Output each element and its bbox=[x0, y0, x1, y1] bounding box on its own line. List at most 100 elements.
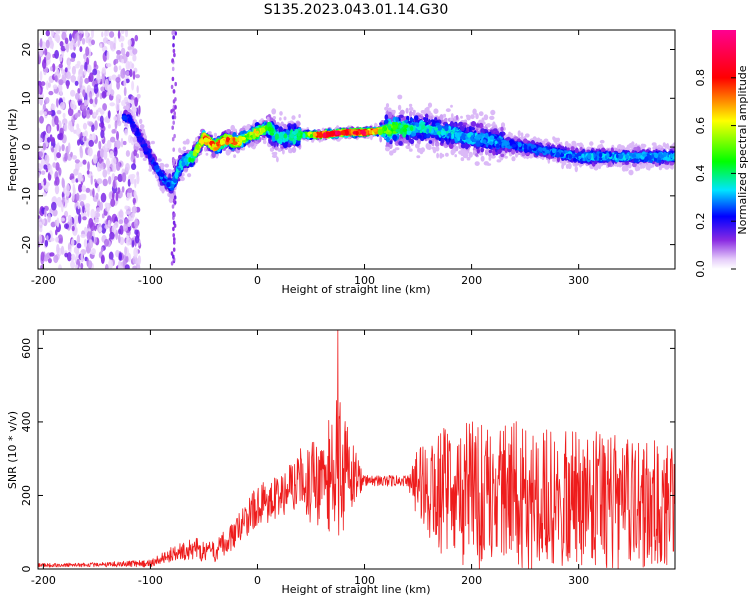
spectrogram-speckle bbox=[51, 201, 57, 211]
spectrogram-speckle bbox=[79, 76, 83, 86]
spectrogram-speckle bbox=[109, 150, 115, 159]
spectrogram-speckle bbox=[120, 30, 125, 35]
spectrogram-speckle bbox=[172, 247, 176, 252]
spectrogram-speckle bbox=[127, 46, 132, 51]
spectrogram-speckle bbox=[83, 238, 88, 248]
spectrogram-speckle bbox=[172, 233, 175, 238]
spectrogram-speckle bbox=[61, 69, 66, 75]
spectrogram-cell bbox=[442, 113, 447, 118]
spectrogram-cell bbox=[444, 117, 448, 122]
spectrogram-cell bbox=[640, 143, 644, 147]
spectrogram-cell bbox=[651, 142, 657, 147]
spectrogram-speckle bbox=[87, 260, 93, 269]
spectrogram-cell bbox=[472, 108, 477, 115]
spectrogram-speckle bbox=[40, 81, 46, 87]
spectrogram-cell bbox=[266, 116, 270, 122]
spectrogram-speckle bbox=[95, 109, 99, 116]
spectrogram-cell bbox=[405, 107, 409, 114]
spectrogram-speckle bbox=[136, 174, 140, 185]
spectrogram-cell bbox=[250, 140, 255, 147]
spectrogram-speckle bbox=[111, 157, 117, 166]
spectrogram-speckle bbox=[54, 49, 59, 59]
spectrogram-speckle bbox=[70, 75, 76, 83]
spectrogram-speckle bbox=[52, 209, 58, 217]
spectrogram-speckle bbox=[42, 192, 47, 197]
spectrogram-cell bbox=[428, 140, 433, 144]
spectrogram-speckle bbox=[134, 218, 139, 229]
spectrogram-speckle bbox=[69, 33, 72, 42]
spectrogram-speckle bbox=[106, 91, 110, 97]
spectrogram-speckle bbox=[61, 31, 67, 41]
spectrogram-cell bbox=[139, 124, 145, 129]
spectrogram-speckle bbox=[43, 164, 48, 170]
spectrogram-speckle bbox=[44, 255, 49, 262]
spectrogram-cell bbox=[669, 162, 674, 166]
spectrogram-speckle bbox=[125, 236, 132, 246]
spectrogram-speckle bbox=[69, 42, 74, 50]
spectrogram-speckle bbox=[104, 238, 109, 247]
spectrogram-speckle bbox=[101, 73, 105, 84]
spectrogram-speckle bbox=[110, 136, 116, 143]
spectrogram-cell bbox=[411, 112, 415, 115]
spectrogram-cell bbox=[599, 139, 605, 144]
spectrogram-cell bbox=[464, 151, 469, 155]
spectrogram-cell bbox=[409, 110, 413, 118]
spectrogram-speckle bbox=[171, 137, 175, 142]
spectrogram-speckle bbox=[59, 41, 64, 47]
spectrogram-cell bbox=[415, 143, 420, 149]
spectrogram-speckle bbox=[58, 132, 64, 141]
spectrogram-speckle bbox=[57, 30, 61, 34]
spectrogram-speckle bbox=[64, 152, 68, 162]
spectrogram-speckle bbox=[113, 147, 118, 157]
spectrogram-speckle bbox=[94, 96, 98, 105]
spectrogram-speckle bbox=[42, 103, 47, 111]
spectrogram-speckle bbox=[173, 240, 176, 245]
spectrogram-speckle bbox=[112, 179, 116, 189]
spectrogram-speckle bbox=[127, 39, 132, 47]
spectrogram-speckle bbox=[94, 218, 100, 224]
spectrogram-speckle bbox=[77, 37, 80, 48]
spectrogram-cell bbox=[150, 140, 155, 145]
spectrogram-speckle bbox=[119, 190, 123, 198]
spectrogram-speckle bbox=[83, 99, 88, 107]
spectrogram-speckle bbox=[117, 187, 121, 195]
spectrogram-cell bbox=[496, 159, 502, 163]
spectrogram-speckle bbox=[138, 105, 141, 115]
spectrogram-speckle bbox=[71, 238, 75, 247]
spectrogram-speckle bbox=[63, 122, 68, 132]
spectrogram-speckle bbox=[60, 217, 65, 222]
spectrogram-cell bbox=[183, 167, 189, 171]
spectrogram-cell bbox=[553, 137, 558, 143]
spectrogram-speckle bbox=[97, 185, 100, 193]
spectrogram-speckle bbox=[45, 39, 50, 49]
spectrogram-cell bbox=[474, 161, 480, 167]
spectrogram-cell bbox=[483, 161, 489, 166]
spectrogram-cell bbox=[520, 132, 524, 138]
spectrogram-cell bbox=[440, 139, 445, 144]
spectrogram-speckle bbox=[72, 155, 77, 160]
spectrogram-speckle bbox=[132, 54, 137, 62]
spectrogram-speckle bbox=[77, 202, 80, 210]
spectrogram-speckle bbox=[74, 113, 79, 119]
spectrogram-speckle bbox=[60, 245, 65, 255]
spectrogram-speckle bbox=[116, 80, 120, 90]
spectrogram-speckle bbox=[39, 38, 43, 49]
spectrogram-speckle bbox=[126, 191, 133, 199]
spectrogram-speckle bbox=[102, 103, 107, 111]
spectrogram-speckle bbox=[173, 133, 176, 139]
spectrogram-speckle bbox=[73, 215, 79, 225]
spectrogram-speckle bbox=[108, 259, 114, 269]
spectrogram-speckle bbox=[137, 255, 142, 265]
spectrogram-cell bbox=[194, 136, 199, 142]
spectrogram-speckle bbox=[58, 79, 64, 86]
spectrogram-speckle bbox=[171, 125, 174, 130]
spectrogram-cell bbox=[478, 122, 484, 129]
spectrogram-cell bbox=[394, 147, 400, 151]
spectrogram-speckle bbox=[115, 101, 120, 112]
spectrogram-speckle bbox=[39, 70, 43, 82]
spectrogram-cell bbox=[492, 149, 496, 156]
spectrogram-speckle bbox=[87, 147, 93, 157]
spectrogram-speckle bbox=[130, 176, 135, 185]
spectrogram-speckle bbox=[116, 131, 119, 141]
spectrogram-speckle bbox=[84, 136, 87, 142]
